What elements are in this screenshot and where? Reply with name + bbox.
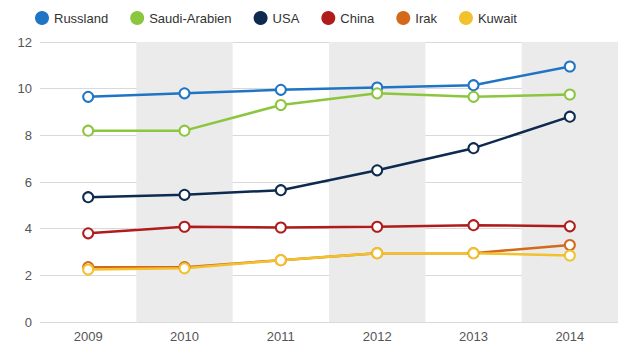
svg-text:2009: 2009 (74, 329, 103, 344)
svg-text:Russland: Russland (54, 11, 108, 26)
svg-text:USA: USA (273, 11, 300, 26)
svg-text:Kuwait: Kuwait (478, 11, 517, 26)
svg-text:4: 4 (25, 221, 32, 236)
svg-text:2013: 2013 (459, 329, 488, 344)
svg-text:Saudi-Arabien: Saudi-Arabien (149, 11, 231, 26)
svg-text:8: 8 (25, 128, 32, 143)
svg-text:2010: 2010 (170, 329, 199, 344)
svg-text:0: 0 (25, 315, 32, 330)
svg-text:2012: 2012 (363, 329, 392, 344)
svg-text:2: 2 (25, 268, 32, 283)
svg-text:12: 12 (18, 35, 32, 50)
svg-text:China: China (340, 11, 375, 26)
svg-text:2014: 2014 (555, 329, 584, 344)
svg-text:2011: 2011 (267, 329, 295, 344)
svg-text:6: 6 (25, 175, 32, 190)
svg-text:10: 10 (18, 81, 32, 96)
svg-text:Irak: Irak (415, 11, 437, 26)
